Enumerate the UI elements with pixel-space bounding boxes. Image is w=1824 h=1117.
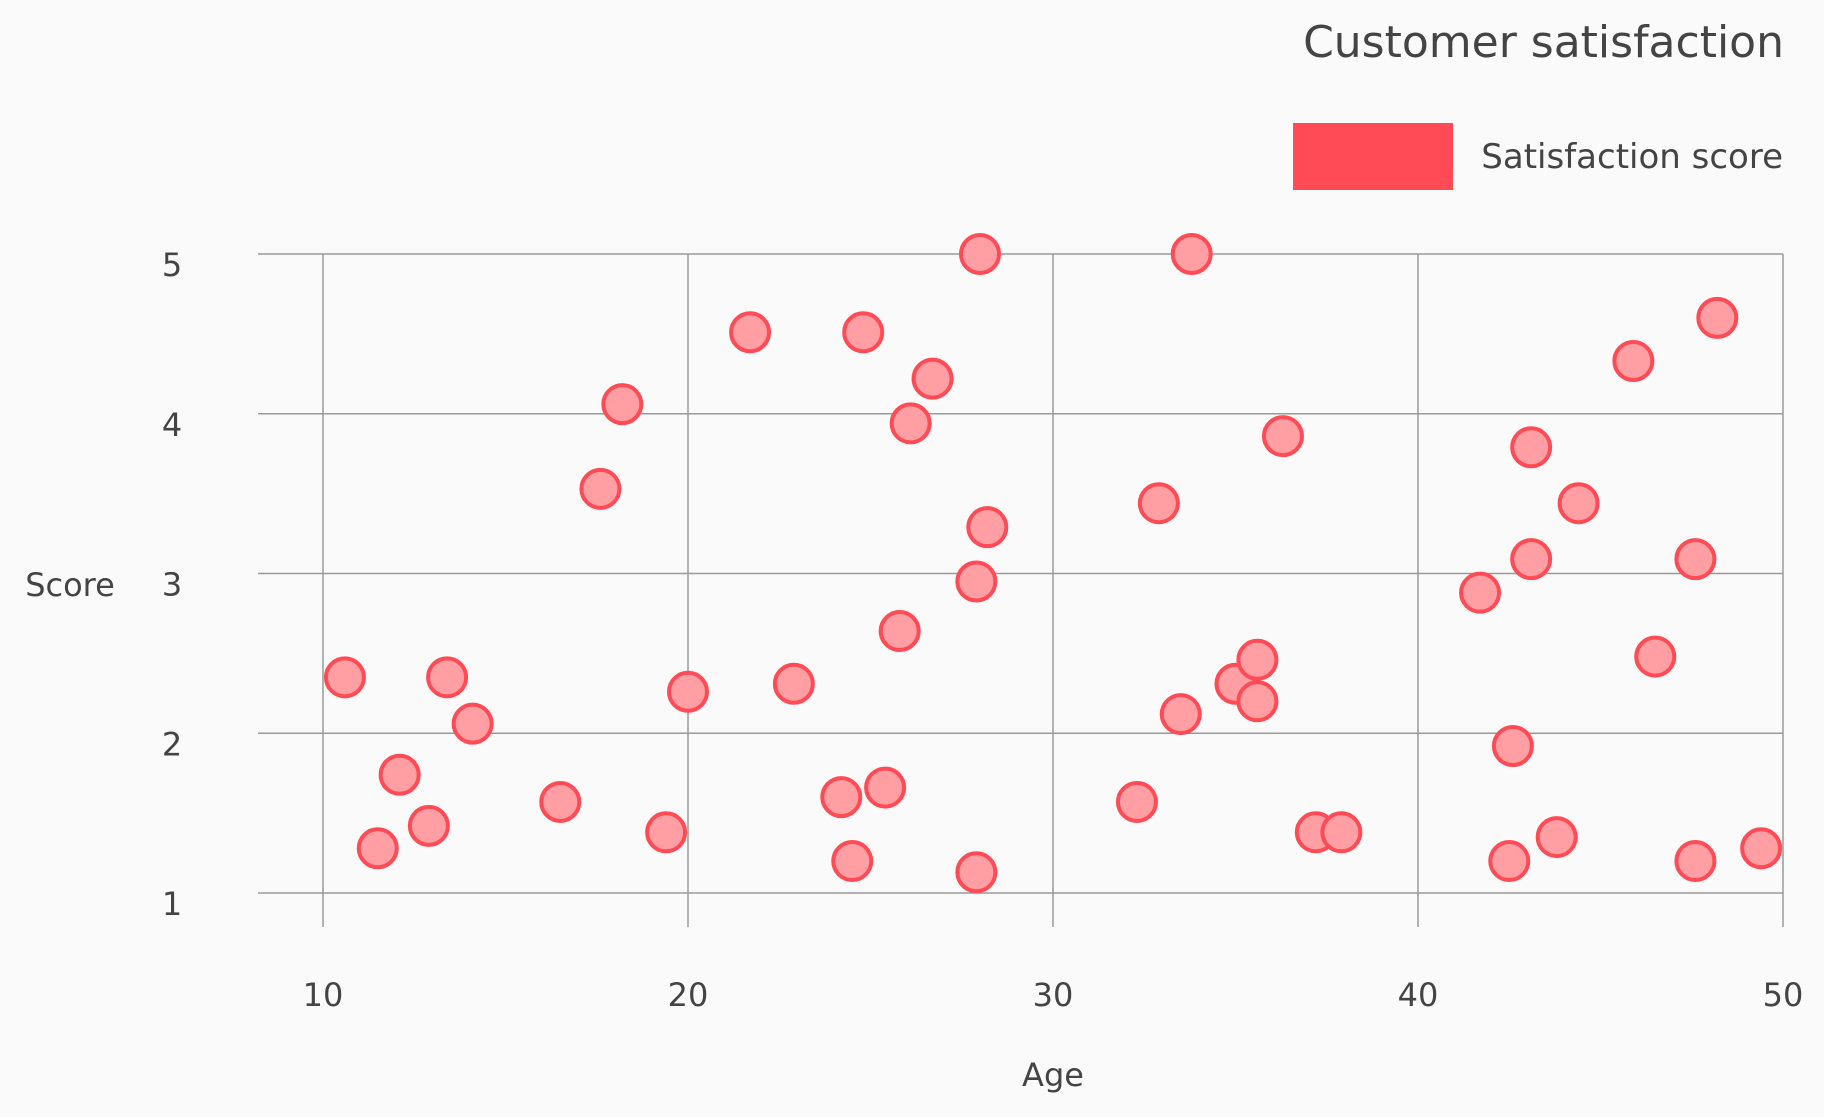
data-point [831, 840, 874, 883]
x-tick-label: 30 [1033, 976, 1074, 1014]
y-tick-label: 3 [162, 566, 182, 604]
grid [258, 253, 1784, 927]
data-point [451, 702, 494, 745]
data-point [323, 656, 366, 699]
data-point [539, 780, 582, 823]
data-point [1634, 635, 1677, 678]
data-point [1674, 840, 1717, 883]
data-point [1510, 426, 1553, 469]
legend-label: Satisfaction score [1481, 137, 1783, 177]
legend: Satisfaction score [1293, 123, 1783, 190]
data-point [645, 811, 688, 854]
data-point [579, 467, 622, 510]
data-point [601, 383, 644, 426]
data-point [1137, 482, 1180, 525]
legend-swatch [1293, 123, 1453, 190]
data-point [1261, 415, 1304, 458]
data-point [1170, 233, 1213, 275]
y-tick-label: 2 [162, 725, 182, 763]
data-point [407, 804, 450, 847]
data-point [667, 670, 709, 713]
data-point [959, 233, 1001, 275]
x-tick-label: 20 [668, 976, 709, 1014]
data-point [1159, 693, 1202, 736]
data-point [1612, 340, 1655, 383]
data-point [772, 662, 815, 705]
data-point [878, 610, 921, 653]
data-point [955, 851, 998, 894]
data-point [1740, 827, 1783, 870]
data-point [1491, 725, 1534, 768]
y-tick-label: 1 [162, 885, 182, 923]
data-point [1115, 780, 1158, 823]
data-point [955, 560, 998, 603]
data-point [1488, 840, 1531, 883]
data-point [378, 753, 421, 796]
x-axis-ticks: 10 20 30 40 50 [303, 976, 1804, 1014]
x-tick-label: 10 [303, 976, 344, 1014]
data-point [842, 311, 885, 354]
data-point [966, 506, 1009, 549]
x-tick-label: 40 [1398, 976, 1439, 1014]
y-axis-ticks: 1 2 3 4 5 [162, 246, 182, 923]
x-tick-label: 50 [1763, 976, 1804, 1014]
data-point [820, 776, 863, 819]
data-point [1674, 538, 1717, 581]
data-point [426, 656, 469, 699]
data-point [1320, 811, 1363, 854]
data-points [323, 233, 1783, 894]
data-point [356, 827, 399, 870]
y-tick-label: 4 [162, 406, 182, 444]
data-point [889, 402, 932, 445]
chart-title: Customer satisfaction [1303, 17, 1784, 68]
data-point [1459, 571, 1502, 614]
data-point [1535, 816, 1578, 859]
data-point [1236, 680, 1279, 723]
data-point [911, 357, 954, 400]
y-axis-label: Score [25, 566, 115, 604]
data-point [729, 311, 772, 354]
data-point [1557, 482, 1600, 525]
x-axis-label: Age [1022, 1056, 1084, 1094]
data-point [1510, 538, 1553, 581]
data-point [864, 766, 907, 809]
data-point [1696, 296, 1739, 339]
y-tick-label: 5 [162, 246, 182, 284]
data-point [1236, 638, 1279, 681]
